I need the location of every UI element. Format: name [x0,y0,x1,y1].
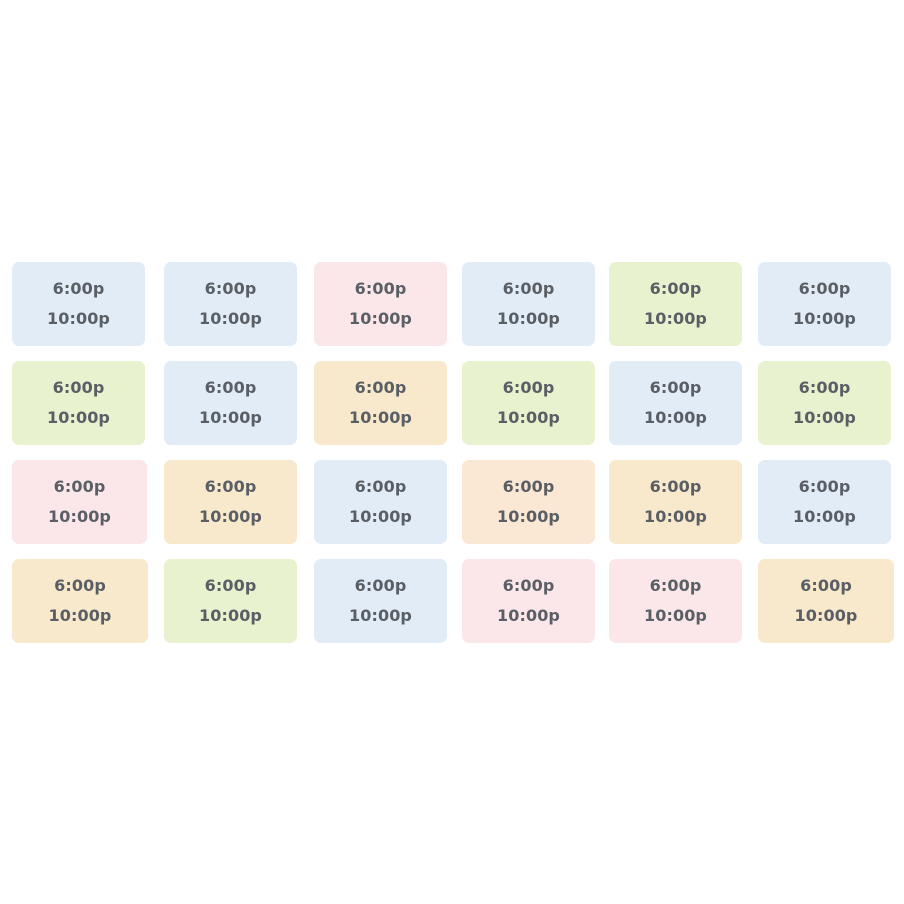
shift-end-time: 10:00p [497,309,560,328]
shift-card[interactable]: 6:00p 10:00p [609,361,742,445]
shift-end-time: 10:00p [199,606,262,625]
shift-start-time: 6:00p [52,279,105,298]
shift-end-time: 10:00p [48,507,111,526]
shift-end-time: 10:00p [794,606,858,625]
shift-end-time: 10:00p [349,408,412,427]
shift-card[interactable]: 6:00p 10:00p [462,460,595,544]
shift-start-time: 6:00p [502,576,555,595]
shift-start-time: 6:00p [800,576,852,595]
shift-card[interactable]: 6:00p 10:00p [12,361,145,445]
shift-start-time: 6:00p [354,477,407,496]
shift-end-time: 10:00p [793,507,856,526]
shift-card[interactable]: 6:00p 10:00p [164,460,297,544]
shift-card[interactable]: 6:00p 10:00p [12,460,147,544]
shift-start-time: 6:00p [53,477,106,496]
shift-end-time: 10:00p [199,408,262,427]
shift-end-time: 10:00p [199,309,262,328]
shift-card[interactable]: 6:00p 10:00p [314,361,447,445]
shift-card[interactable]: 6:00p 10:00p [314,262,447,346]
shift-start-time: 6:00p [502,477,555,496]
shift-card[interactable]: 6:00p 10:00p [758,361,891,445]
shift-card[interactable]: 6:00p 10:00p [164,361,297,445]
shift-card[interactable]: 6:00p 10:00p [462,262,595,346]
shift-end-time: 10:00p [644,309,707,328]
shift-end-time: 10:00p [48,606,112,625]
shift-card[interactable]: 6:00p 10:00p [609,559,742,643]
shift-card[interactable]: 6:00p 10:00p [758,559,894,643]
shift-start-time: 6:00p [52,378,105,397]
shift-start-time: 6:00p [354,378,407,397]
shift-end-time: 10:00p [199,507,262,526]
shift-card[interactable]: 6:00p 10:00p [314,559,447,643]
shift-end-time: 10:00p [644,606,707,625]
shift-start-time: 6:00p [354,576,407,595]
shift-end-time: 10:00p [497,606,560,625]
shift-card[interactable]: 6:00p 10:00p [12,262,145,346]
shift-start-time: 6:00p [204,477,257,496]
shift-start-time: 6:00p [354,279,407,298]
shift-start-time: 6:00p [798,477,851,496]
shift-end-time: 10:00p [644,507,707,526]
shift-end-time: 10:00p [644,408,707,427]
shift-start-time: 6:00p [649,477,702,496]
shift-card[interactable]: 6:00p 10:00p [462,559,595,643]
shift-card[interactable]: 6:00p 10:00p [164,559,297,643]
shift-start-time: 6:00p [204,576,257,595]
shift-start-time: 6:00p [204,378,257,397]
shift-end-time: 10:00p [497,507,560,526]
shift-end-time: 10:00p [349,309,412,328]
shift-card[interactable]: 6:00p 10:00p [164,262,297,346]
shift-end-time: 10:00p [47,408,110,427]
shift-card[interactable]: 6:00p 10:00p [758,262,891,346]
shift-start-time: 6:00p [798,378,851,397]
shift-end-time: 10:00p [793,309,856,328]
shift-card[interactable]: 6:00p 10:00p [314,460,447,544]
shift-end-time: 10:00p [349,606,412,625]
shift-start-time: 6:00p [54,576,106,595]
shift-card[interactable]: 6:00p 10:00p [462,361,595,445]
shift-end-time: 10:00p [47,309,110,328]
shift-start-time: 6:00p [649,378,702,397]
shift-card[interactable]: 6:00p 10:00p [609,262,742,346]
shift-start-time: 6:00p [649,279,702,298]
shift-end-time: 10:00p [349,507,412,526]
shift-card[interactable]: 6:00p 10:00p [12,559,148,643]
shift-card[interactable]: 6:00p 10:00p [758,460,891,544]
shift-end-time: 10:00p [497,408,560,427]
shift-start-time: 6:00p [204,279,257,298]
shift-start-time: 6:00p [502,378,555,397]
shift-start-time: 6:00p [502,279,555,298]
shift-card[interactable]: 6:00p 10:00p [609,460,742,544]
shift-start-time: 6:00p [649,576,702,595]
shift-end-time: 10:00p [793,408,856,427]
shift-start-time: 6:00p [798,279,851,298]
